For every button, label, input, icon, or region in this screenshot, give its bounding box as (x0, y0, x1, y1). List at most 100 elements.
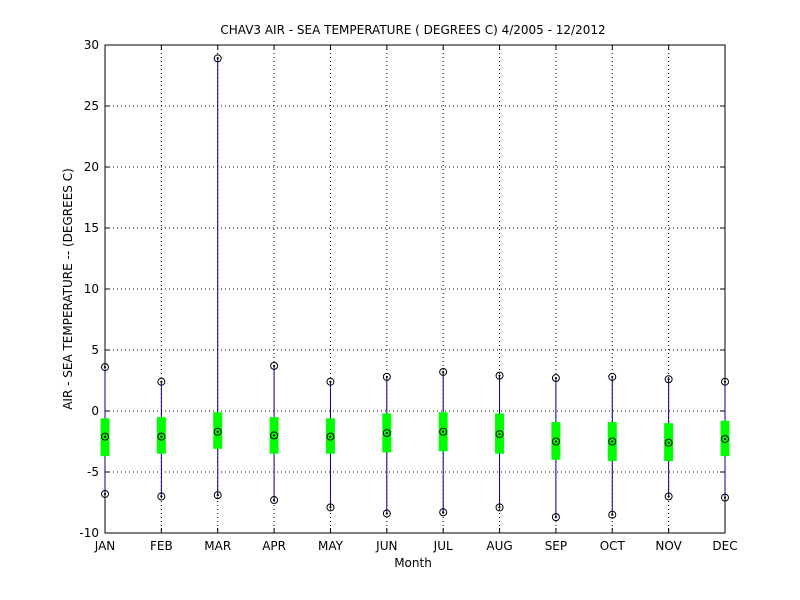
x-tick-label: NOV (655, 539, 682, 553)
max-marker (101, 363, 109, 372)
x-tick-label: MAY (318, 539, 344, 553)
max-marker (382, 372, 391, 381)
median-marker (157, 432, 166, 441)
median-marker-dot (498, 433, 501, 436)
y-tick-label: 25 (84, 99, 99, 113)
max-marker (439, 367, 448, 376)
min-marker (101, 489, 109, 498)
median-marker (213, 427, 222, 436)
median-marker-dot (216, 430, 219, 433)
median-marker-dot (329, 435, 332, 438)
max-marker (551, 374, 560, 383)
max-marker-dot (442, 370, 445, 374)
median-marker (101, 432, 109, 441)
median-marker (382, 428, 391, 437)
max-marker-dot (272, 364, 276, 367)
min-marker (495, 503, 504, 512)
max-marker-dot (611, 375, 614, 378)
median-marker-dot (554, 440, 558, 443)
min-marker (721, 493, 729, 502)
max-marker (664, 375, 673, 384)
max-marker-dot (498, 374, 501, 377)
max-marker-dot (329, 380, 332, 383)
x-axis-label: Month (394, 556, 432, 570)
median-marker-dot (442, 430, 445, 433)
x-tick-label: SEP (545, 539, 567, 553)
iqr-box (156, 417, 166, 454)
min-marker (270, 496, 279, 505)
median-marker-dot (272, 434, 276, 437)
min-marker-dot (103, 492, 107, 496)
median-marker-dot (160, 435, 163, 438)
median-marker (608, 437, 617, 446)
max-marker-dot (667, 378, 670, 381)
min-marker-dot (329, 506, 332, 509)
min-marker (439, 508, 448, 517)
min-marker-dot (216, 494, 219, 497)
min-marker-dot (385, 512, 388, 515)
chart-title: CHAV3 AIR - SEA TEMPERATURE ( DEGREES C)… (220, 23, 605, 37)
max-marker (326, 377, 335, 386)
min-marker-dot (160, 495, 163, 498)
max-marker-dot (160, 380, 163, 383)
median-marker-dot (385, 431, 388, 435)
median-marker-dot (723, 437, 727, 441)
y-tick-label: 0 (91, 404, 99, 418)
max-marker (157, 377, 166, 386)
x-tick-label: DEC (712, 539, 737, 553)
min-marker-dot (611, 513, 614, 516)
min-marker (551, 513, 560, 522)
median-marker (495, 430, 504, 439)
x-tick-label: APR (262, 539, 286, 553)
median-marker-dot (103, 435, 107, 438)
min-marker (608, 510, 617, 519)
iqr-box (213, 412, 223, 449)
y-tick-label: 10 (84, 282, 99, 296)
median-marker-dot (611, 440, 614, 443)
median-marker (664, 438, 673, 447)
max-marker (270, 361, 279, 370)
min-marker-dot (272, 498, 276, 502)
max-marker-dot (723, 380, 727, 383)
x-tick-label: JAN (94, 539, 116, 553)
max-marker-dot (103, 365, 107, 369)
min-marker-dot (667, 495, 670, 498)
min-marker-dot (723, 496, 727, 499)
min-marker (213, 491, 222, 500)
max-marker-dot (554, 376, 558, 380)
max-marker (721, 377, 729, 386)
median-marker (270, 431, 279, 440)
median-marker (326, 432, 335, 441)
y-tick-label: 20 (84, 160, 99, 174)
y-axis-label: AIR - SEA TEMPERATURE -- (DEGREES C) (61, 168, 75, 410)
min-marker-dot (442, 511, 445, 514)
max-marker-dot (385, 375, 388, 378)
min-marker (382, 509, 391, 518)
x-tick-label: FEB (150, 539, 173, 553)
x-tick-label: MAR (204, 539, 231, 553)
median-marker (551, 437, 560, 446)
y-tick-label: -10 (79, 526, 99, 540)
x-tick-label: OCT (600, 539, 626, 553)
min-marker-dot (554, 516, 558, 519)
max-marker (495, 371, 504, 380)
max-marker (608, 372, 617, 381)
median-marker-dot (667, 441, 670, 444)
min-marker (157, 492, 166, 501)
min-marker (664, 492, 673, 501)
x-tick-label: AUG (486, 539, 512, 553)
min-marker-dot (498, 506, 501, 509)
median-marker (721, 435, 729, 444)
max-marker-dot (216, 57, 219, 60)
y-tick-label: 30 (84, 38, 99, 52)
median-marker (439, 427, 448, 436)
min-marker (326, 503, 335, 512)
y-tick-label: -5 (87, 465, 99, 479)
x-tick-label: JUL (433, 539, 453, 553)
max-marker (213, 54, 222, 63)
y-tick-label: 15 (84, 221, 99, 235)
y-tick-label: 5 (91, 343, 99, 357)
x-tick-label: JUN (375, 539, 397, 553)
